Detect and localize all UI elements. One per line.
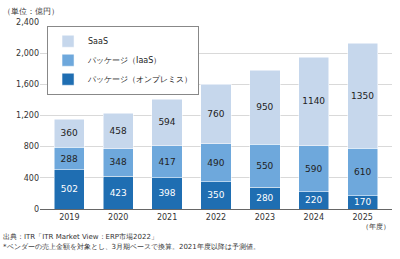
svg-text:パッケージ（IaaS）: パッケージ（IaaS） [87,56,161,65]
svg-text:1140: 1140 [302,96,325,106]
svg-text:280: 280 [256,193,273,203]
svg-text:400: 400 [24,174,39,183]
svg-text:0: 0 [34,205,39,214]
svg-text:423: 423 [110,188,127,198]
svg-text:800: 800 [24,142,39,151]
svg-text:パッケージ（オンプレミス）: パッケージ（オンプレミス） [87,75,192,84]
svg-text:2025: 2025 [352,213,372,222]
svg-text:2022: 2022 [206,213,226,222]
svg-text:2021: 2021 [157,213,177,222]
svg-text:490: 490 [207,158,224,168]
svg-text:348: 348 [109,157,126,167]
svg-text:2023: 2023 [255,213,275,222]
svg-text:610: 610 [354,167,371,177]
svg-text:1,600: 1,600 [16,80,39,89]
svg-text:170: 170 [354,197,371,207]
svg-text:1350: 1350 [351,91,374,101]
svg-text:2024: 2024 [304,213,324,222]
svg-text:1,200: 1,200 [16,111,39,120]
svg-text:594: 594 [158,117,175,127]
svg-text:398: 398 [158,188,175,198]
svg-text:590: 590 [305,164,322,174]
svg-text:SaaS: SaaS [88,37,108,46]
svg-text:*ベンダーの売上金額を対象とし、3月期ベースで換算。2021: *ベンダーの売上金額を対象とし、3月期ベースで換算。2021年度以降は予測値。 [3,243,260,251]
svg-text:2020: 2020 [108,213,128,222]
svg-text:502: 502 [61,184,78,194]
svg-text:458: 458 [109,126,126,136]
svg-text:（年度）: （年度） [362,223,390,231]
svg-text:417: 417 [159,157,176,167]
svg-text:288: 288 [61,154,78,164]
svg-text:950: 950 [256,102,273,112]
svg-text:550: 550 [256,161,273,171]
svg-text:2,000: 2,000 [16,49,39,58]
svg-text:220: 220 [305,195,322,205]
svg-text:（単位：億円）: （単位：億円） [3,7,59,16]
svg-text:出典：ITR「ITR Market View：ERP市場20: 出典：ITR「ITR Market View：ERP市場2022」 [3,233,158,241]
svg-text:760: 760 [207,109,224,119]
svg-text:350: 350 [207,190,224,200]
svg-text:2,400: 2,400 [16,18,39,27]
svg-text:2019: 2019 [59,213,79,222]
svg-text:360: 360 [61,128,78,138]
